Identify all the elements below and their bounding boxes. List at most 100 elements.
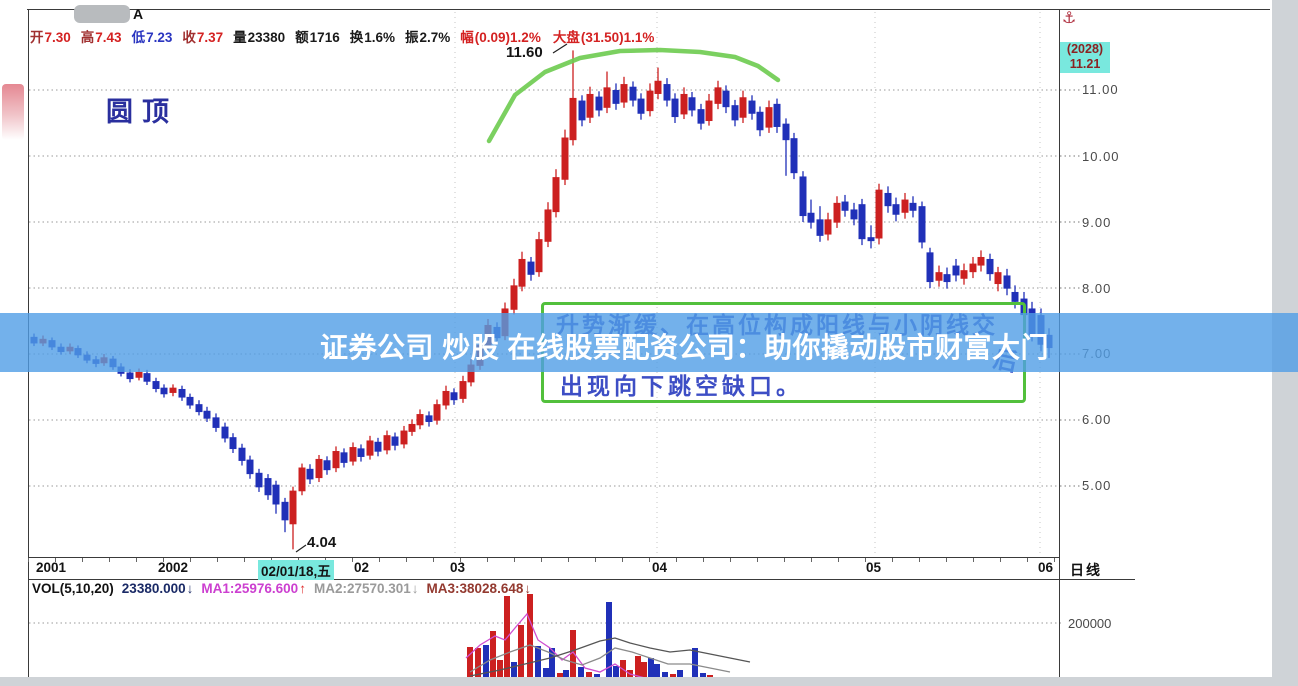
candle-up — [569, 97, 577, 141]
candle-up — [552, 177, 560, 213]
volume-bar — [570, 630, 576, 677]
candle-up — [586, 93, 594, 118]
candle-up — [765, 107, 773, 128]
candle-down — [221, 426, 229, 439]
candle-down — [748, 100, 756, 114]
annotation-pointer — [295, 544, 307, 553]
candle-up — [833, 202, 841, 223]
candle-up — [459, 381, 467, 399]
volume-bar — [635, 656, 641, 677]
header-info-segment: 高 — [80, 30, 95, 45]
candle-down — [1011, 291, 1019, 302]
volume-axis-label: 200000 — [1068, 616, 1112, 631]
volume-bar — [483, 645, 489, 677]
x-axis-top-line — [28, 557, 1060, 558]
volume-bar — [511, 662, 517, 677]
peak-price-annotation: 11.60 — [506, 44, 543, 61]
candle-down — [867, 237, 875, 242]
candle-down — [246, 459, 254, 475]
candle-down — [323, 460, 331, 471]
header-info-segment: 1716 — [309, 30, 340, 45]
candle-down — [229, 437, 237, 450]
candle-down — [160, 387, 168, 395]
low-price-annotation: 4.04 — [307, 534, 337, 551]
price-axis-label: 6.00 — [1082, 412, 1112, 427]
candle-up — [408, 423, 416, 432]
dome-pattern-label: 圆顶 — [106, 97, 178, 127]
volume-bar — [497, 660, 503, 677]
candle-up — [416, 414, 424, 426]
candle-up — [467, 364, 475, 383]
header-info-segment: 开 — [30, 30, 44, 45]
latest-price-tag-line2: 11.21 — [1069, 57, 1101, 71]
header-info-segment: 7.37 — [196, 30, 224, 45]
header-info-segment: 大盘 — [552, 30, 580, 45]
date-axis-label: 06 — [1038, 560, 1054, 575]
candle-down — [841, 201, 849, 211]
candle-down — [773, 103, 781, 127]
annotation-pointer — [552, 43, 568, 54]
candle-down — [612, 90, 620, 104]
price-axis-label: 5.00 — [1082, 478, 1112, 493]
candle-down — [697, 109, 705, 124]
candle-down — [952, 265, 960, 276]
volume-bar — [613, 666, 619, 677]
candle-down — [637, 98, 645, 114]
candle-down — [663, 84, 671, 101]
volume-bar — [654, 664, 660, 677]
candle-down — [195, 404, 203, 413]
volume-indicator-segment: VOL(5,10,20) — [32, 581, 114, 596]
overlay-ad-banner: 证券公司 炒股 在线股票配资公司：助你撬动股市财富大门 — [0, 313, 1298, 372]
candle-up — [901, 199, 909, 213]
volume-bar — [641, 662, 647, 677]
volume-bar — [677, 670, 683, 677]
volume-bar — [557, 673, 563, 677]
candle-down — [731, 105, 739, 121]
volume-bar — [620, 660, 626, 677]
volume-indicator-segment: 23380.000 — [121, 581, 186, 596]
volume-bar — [670, 674, 676, 677]
volume-bar — [563, 670, 569, 677]
candle-down — [306, 468, 314, 480]
volume-indicator-segment: ↓ — [524, 581, 532, 596]
candle-up — [169, 387, 177, 393]
volume-bar — [504, 596, 510, 677]
candle-up — [298, 467, 306, 492]
volume-indicator-segment: ↑ — [299, 581, 306, 596]
candle-up — [875, 189, 883, 239]
stock-name-visible: A — [133, 6, 144, 22]
candle-down — [790, 138, 798, 174]
period-label-daily[interactable]: 日线 — [1070, 562, 1102, 578]
volume-bar — [527, 594, 533, 677]
header-info-segment: (0.09)1.2% — [474, 30, 541, 45]
header-info-segment: 2.7% — [419, 30, 451, 45]
volume-indicator-segment: MA3:38028.648 — [426, 581, 524, 596]
candle-down — [425, 415, 433, 422]
volume-indicator-segment: MA2:27570.301 — [313, 581, 411, 596]
volume-indicator-segment: ↓ — [411, 581, 419, 596]
candle-up — [714, 87, 722, 104]
candle-up — [544, 209, 552, 242]
header-info-bar: 开7.30 高7.43 低7.23 收7.37 量23380 额1716 换1.6% 振2.7… — [30, 26, 654, 46]
candle-down — [178, 388, 186, 398]
candle-up — [332, 451, 340, 469]
header-info-segment: 1.6% — [364, 30, 395, 45]
dome-curve — [486, 47, 781, 144]
header-info-segment: 换 — [349, 30, 364, 45]
candle-down — [909, 202, 917, 211]
candle-up — [518, 258, 526, 287]
candle-down — [450, 392, 458, 401]
candle-down — [203, 410, 211, 419]
candle-down — [595, 96, 603, 111]
header-info-segment: 幅 — [460, 30, 474, 45]
candle-down — [816, 219, 824, 236]
date-axis-label: 03 — [450, 560, 466, 575]
candle-down — [756, 111, 764, 131]
header-info-segment: 低 — [131, 30, 146, 45]
candle-up — [433, 404, 441, 421]
x-axis-bottom-line — [28, 579, 1135, 580]
x-axis-ticks — [28, 558, 1060, 562]
latest-price-tag-line1: (2028) — [1066, 42, 1104, 56]
price-axis-label: 10.00 — [1082, 149, 1120, 164]
candle-up — [510, 285, 518, 310]
